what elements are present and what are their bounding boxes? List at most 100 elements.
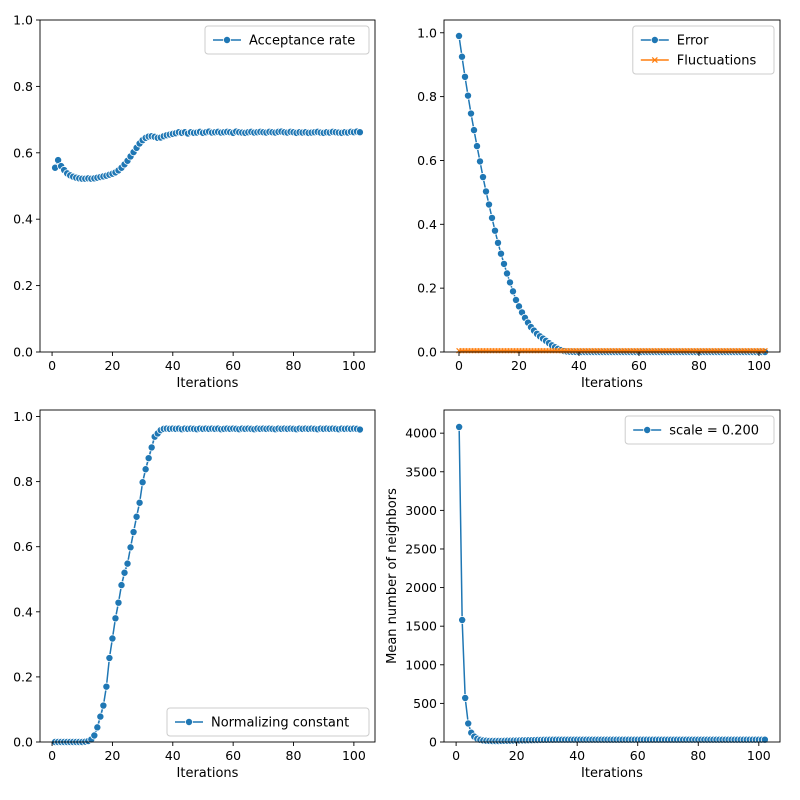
plot-frame (39, 19, 376, 353)
legend-swatch-marker (650, 36, 659, 45)
data-point (464, 719, 473, 728)
y-tick-label: 2000 (405, 580, 437, 595)
data-point (93, 723, 102, 732)
x-tick-label: 80 (690, 748, 706, 763)
x-tick-label: 40 (569, 748, 585, 763)
x-tick-label: 20 (509, 748, 525, 763)
data-point (132, 512, 141, 521)
data-point (472, 142, 481, 151)
legend-box (204, 25, 370, 55)
data-point (141, 465, 150, 474)
y-tick-label: 3500 (405, 464, 437, 479)
y-tick-label: 0.8 (417, 89, 437, 104)
x-tick-label: 60 (225, 748, 241, 763)
legend: scale = 0.200 (624, 415, 775, 445)
data-point (460, 72, 469, 81)
data-point (123, 559, 132, 568)
data-point (105, 654, 114, 663)
data-point (96, 712, 105, 721)
x-tick-label: 80 (691, 358, 707, 373)
x-axis-label: Iterations (581, 376, 643, 391)
series-line-1 (55, 427, 361, 743)
legend-box (632, 25, 775, 75)
data-point (484, 200, 493, 209)
plot-frame (443, 409, 781, 743)
data-point (499, 259, 508, 268)
series-line-1 (54, 130, 361, 180)
x-tick-label: 60 (631, 358, 647, 373)
plot-frame (443, 19, 781, 353)
legend-label: Normalizing constant (211, 716, 349, 731)
x-tick-label: 0 (48, 358, 56, 373)
x-tick-label: 20 (511, 358, 527, 373)
data-point (355, 425, 364, 434)
data-point (126, 543, 135, 552)
y-tick-label: 0.0 (13, 735, 33, 750)
series-line-1 (458, 426, 765, 742)
x-tick-label: 0 (48, 748, 56, 763)
series-line-1 (458, 35, 765, 353)
y-tick-label: 0.8 (13, 474, 33, 489)
legend-box (166, 707, 370, 737)
data-point (120, 568, 129, 577)
data-point (355, 128, 364, 137)
y-tick-label: 0.8 (13, 79, 33, 94)
x-tick-label: 80 (286, 358, 302, 373)
data-point (481, 187, 490, 196)
data-point (102, 682, 111, 691)
data-point (496, 249, 505, 258)
x-tick-label: 40 (165, 748, 181, 763)
x-tick-label: 0 (452, 748, 460, 763)
x-axis-label: Iterations (177, 376, 239, 391)
x-tick-label: 60 (630, 748, 646, 763)
data-point (461, 693, 470, 702)
y-tick-label: 2500 (405, 541, 437, 556)
data-point (466, 109, 475, 118)
data-point (454, 31, 463, 40)
x-tick-label: 80 (286, 748, 302, 763)
data-point (760, 735, 769, 744)
data-point (455, 422, 464, 431)
x-axis-label: Iterations (177, 766, 239, 781)
chart-panel-1: 0 20 40 60 80 100 0.0 0.2 0.4 0.6 0.8 1.0 Iterations… (13, 13, 376, 391)
legend-label: Acceptance rate (249, 34, 355, 49)
y-axis-label: Mean number of neighbors (385, 488, 400, 664)
y-tick-label: 0.6 (417, 153, 437, 168)
y-tick-label: 1000 (405, 657, 437, 672)
data-point (505, 278, 514, 287)
data-point (457, 52, 466, 61)
data-point (493, 238, 502, 247)
x-tick-label: 20 (104, 358, 120, 373)
x-tick-label: 60 (225, 358, 241, 373)
data-point (469, 126, 478, 135)
data-point (478, 173, 487, 182)
data-point (144, 454, 153, 463)
data-point (138, 478, 147, 487)
legend-swatch-marker (643, 425, 652, 434)
y-tick-label: 1500 (405, 619, 437, 634)
confidence-band (55, 428, 360, 742)
legend: Error Fluctuations (632, 25, 775, 75)
data-point (99, 701, 108, 710)
y-tick-label: 0.4 (13, 212, 33, 227)
chart-panel-2: 0 20 40 60 80 100 0.0 0.2 0.4 0.6 0.8 1.0 Iterations… (417, 19, 781, 391)
y-tick-label: 0.6 (13, 539, 33, 554)
data-point (508, 287, 517, 296)
data-point (147, 443, 156, 452)
legend-swatch-marker (222, 36, 231, 45)
data-point (90, 731, 99, 740)
chart-panel-4: 0 20 40 60 80 1000500100015002000250030003500… (385, 409, 781, 781)
y-tick-label: 1.0 (13, 13, 33, 28)
y-tick-label: 1.0 (417, 25, 437, 40)
data-point (502, 269, 511, 278)
x-tick-label: 40 (165, 358, 181, 373)
legend-label: scale = 0.200 (669, 424, 759, 439)
y-tick-label: 1.0 (13, 409, 33, 424)
data-point (108, 634, 117, 643)
data-point (117, 581, 126, 590)
y-tick-label: 0.6 (13, 145, 33, 160)
x-tick-label: 100 (747, 748, 771, 763)
y-tick-label: 500 (413, 696, 437, 711)
x-tick-label: 100 (342, 748, 366, 763)
